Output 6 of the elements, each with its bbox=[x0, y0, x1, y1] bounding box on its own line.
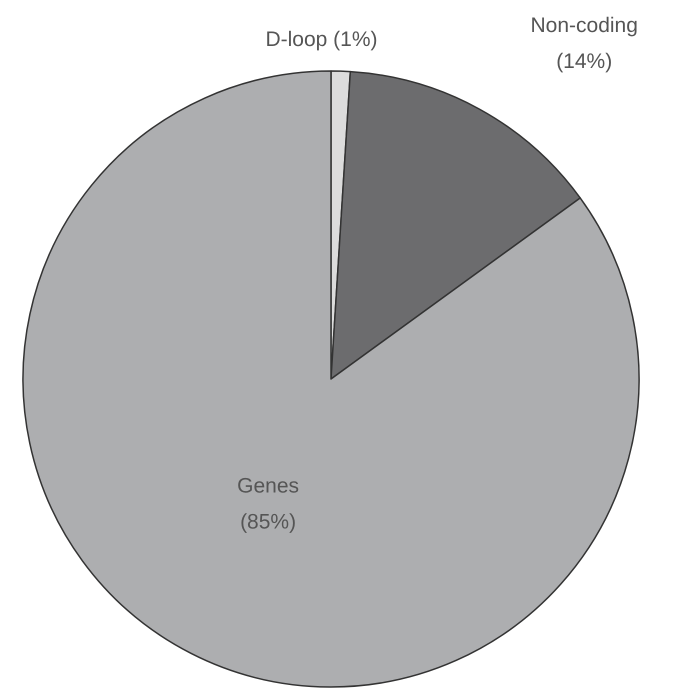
data-label: (85%) bbox=[240, 510, 296, 534]
data-label: (1%) bbox=[333, 28, 378, 52]
slice-label: D-loop bbox=[265, 28, 328, 52]
slice-label: Non-coding bbox=[530, 14, 638, 38]
data-label: (14%) bbox=[556, 50, 612, 74]
slice-label: Genes bbox=[237, 474, 300, 498]
